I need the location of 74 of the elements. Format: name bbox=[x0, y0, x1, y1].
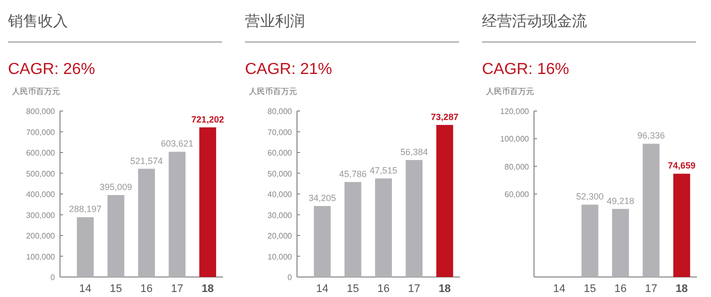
x-tick-label: 17 bbox=[644, 283, 658, 295]
data-label: 288,197 bbox=[69, 204, 102, 214]
y-tick-label: 200,000 bbox=[26, 232, 56, 240]
chart-subtitle: CAGR: 26% bbox=[8, 61, 96, 78]
data-label: 721,202 bbox=[191, 114, 224, 124]
y-tick-label: 20,000 bbox=[268, 232, 293, 240]
data-label: 56,384 bbox=[400, 147, 428, 158]
x-tick-label: 16 bbox=[614, 283, 627, 295]
x-tick-label: 16 bbox=[140, 283, 153, 295]
bar bbox=[76, 217, 94, 277]
y-axis-title: 人民币百万元 bbox=[249, 87, 297, 96]
bar bbox=[406, 160, 423, 277]
bar bbox=[138, 168, 155, 277]
chart-subtitle: CAGR: 16% bbox=[482, 61, 570, 78]
data-label: 52,300 bbox=[576, 192, 604, 202]
bar bbox=[107, 195, 124, 277]
y-tick-label: 30,000 bbox=[268, 210, 293, 220]
y-tick-label: 120,000 bbox=[500, 107, 530, 116]
data-label: 49,218 bbox=[606, 196, 634, 206]
y-tick-label: 0 bbox=[50, 273, 56, 282]
bar bbox=[581, 204, 598, 277]
y-tick-label: 100,000 bbox=[500, 134, 530, 144]
bar bbox=[314, 206, 331, 277]
x-tick-label: 16 bbox=[377, 283, 390, 295]
data-label: 34,205 bbox=[308, 193, 336, 204]
y-tick-label: 0 bbox=[288, 273, 293, 282]
x-tick-label: 18 bbox=[202, 283, 214, 295]
x-tick-label: 14 bbox=[553, 283, 566, 295]
data-label: 96,336 bbox=[637, 130, 665, 141]
bar bbox=[344, 182, 362, 277]
y-tick-label: 60,000 bbox=[268, 148, 293, 158]
x-tick-label: 15 bbox=[110, 283, 122, 295]
chart-subtitle: CAGR: 21% bbox=[245, 61, 332, 78]
y-tick-label: 700,000 bbox=[26, 128, 56, 137]
data-label: 395,009 bbox=[100, 182, 132, 192]
bar bbox=[436, 124, 454, 277]
y-axis-title: 人民币百万元 bbox=[486, 87, 534, 96]
y-tick-label: 300,000 bbox=[26, 210, 56, 220]
y-tick-label: 80,000 bbox=[504, 162, 530, 172]
x-tick-label: 18 bbox=[438, 283, 451, 295]
bar bbox=[673, 174, 690, 277]
x-tick-label: 14 bbox=[79, 283, 92, 295]
bar bbox=[168, 152, 186, 277]
y-tick-label: 500,000 bbox=[26, 169, 56, 178]
y-tick-label: 800,000 bbox=[26, 107, 56, 116]
x-tick-label: 15 bbox=[346, 283, 360, 295]
data-label: 521,574 bbox=[130, 156, 163, 166]
y-tick-label: 10,000 bbox=[268, 252, 293, 262]
y-tick-label: 60,000 bbox=[504, 190, 530, 199]
data-label: 45,786 bbox=[339, 168, 367, 179]
bar bbox=[199, 127, 216, 277]
y-tick-label: 80,000 bbox=[268, 107, 293, 116]
y-tick-label: 40,000 bbox=[268, 190, 293, 199]
x-tick-label: 14 bbox=[316, 283, 328, 295]
x-tick-label: 17 bbox=[408, 283, 420, 295]
data-label: 603,621 bbox=[160, 138, 194, 149]
y-tick-label: 50,000 bbox=[268, 169, 293, 178]
data-label: 47,515 bbox=[370, 165, 398, 176]
x-tick-label: 18 bbox=[676, 283, 688, 295]
bar bbox=[612, 208, 629, 277]
chart-title: 销售收入 bbox=[7, 13, 68, 30]
y-tick-label: 600,000 bbox=[26, 148, 56, 158]
y-tick-label: 70,000 bbox=[268, 128, 293, 137]
data-label: 73,287 bbox=[430, 112, 458, 122]
y-axis-title: 人民币百万元 bbox=[12, 87, 60, 96]
y-tick-label: 400,000 bbox=[26, 190, 56, 199]
chart-title: 经营活动现金流 bbox=[482, 13, 587, 30]
x-tick-label: 15 bbox=[584, 283, 596, 295]
x-tick-label: 17 bbox=[170, 283, 184, 295]
bar bbox=[642, 144, 660, 277]
chart-title: 营业利润 bbox=[245, 13, 305, 30]
data-label: 74,659 bbox=[668, 160, 696, 171]
y-tick-label: 100,000 bbox=[26, 252, 56, 262]
bar bbox=[375, 178, 392, 277]
